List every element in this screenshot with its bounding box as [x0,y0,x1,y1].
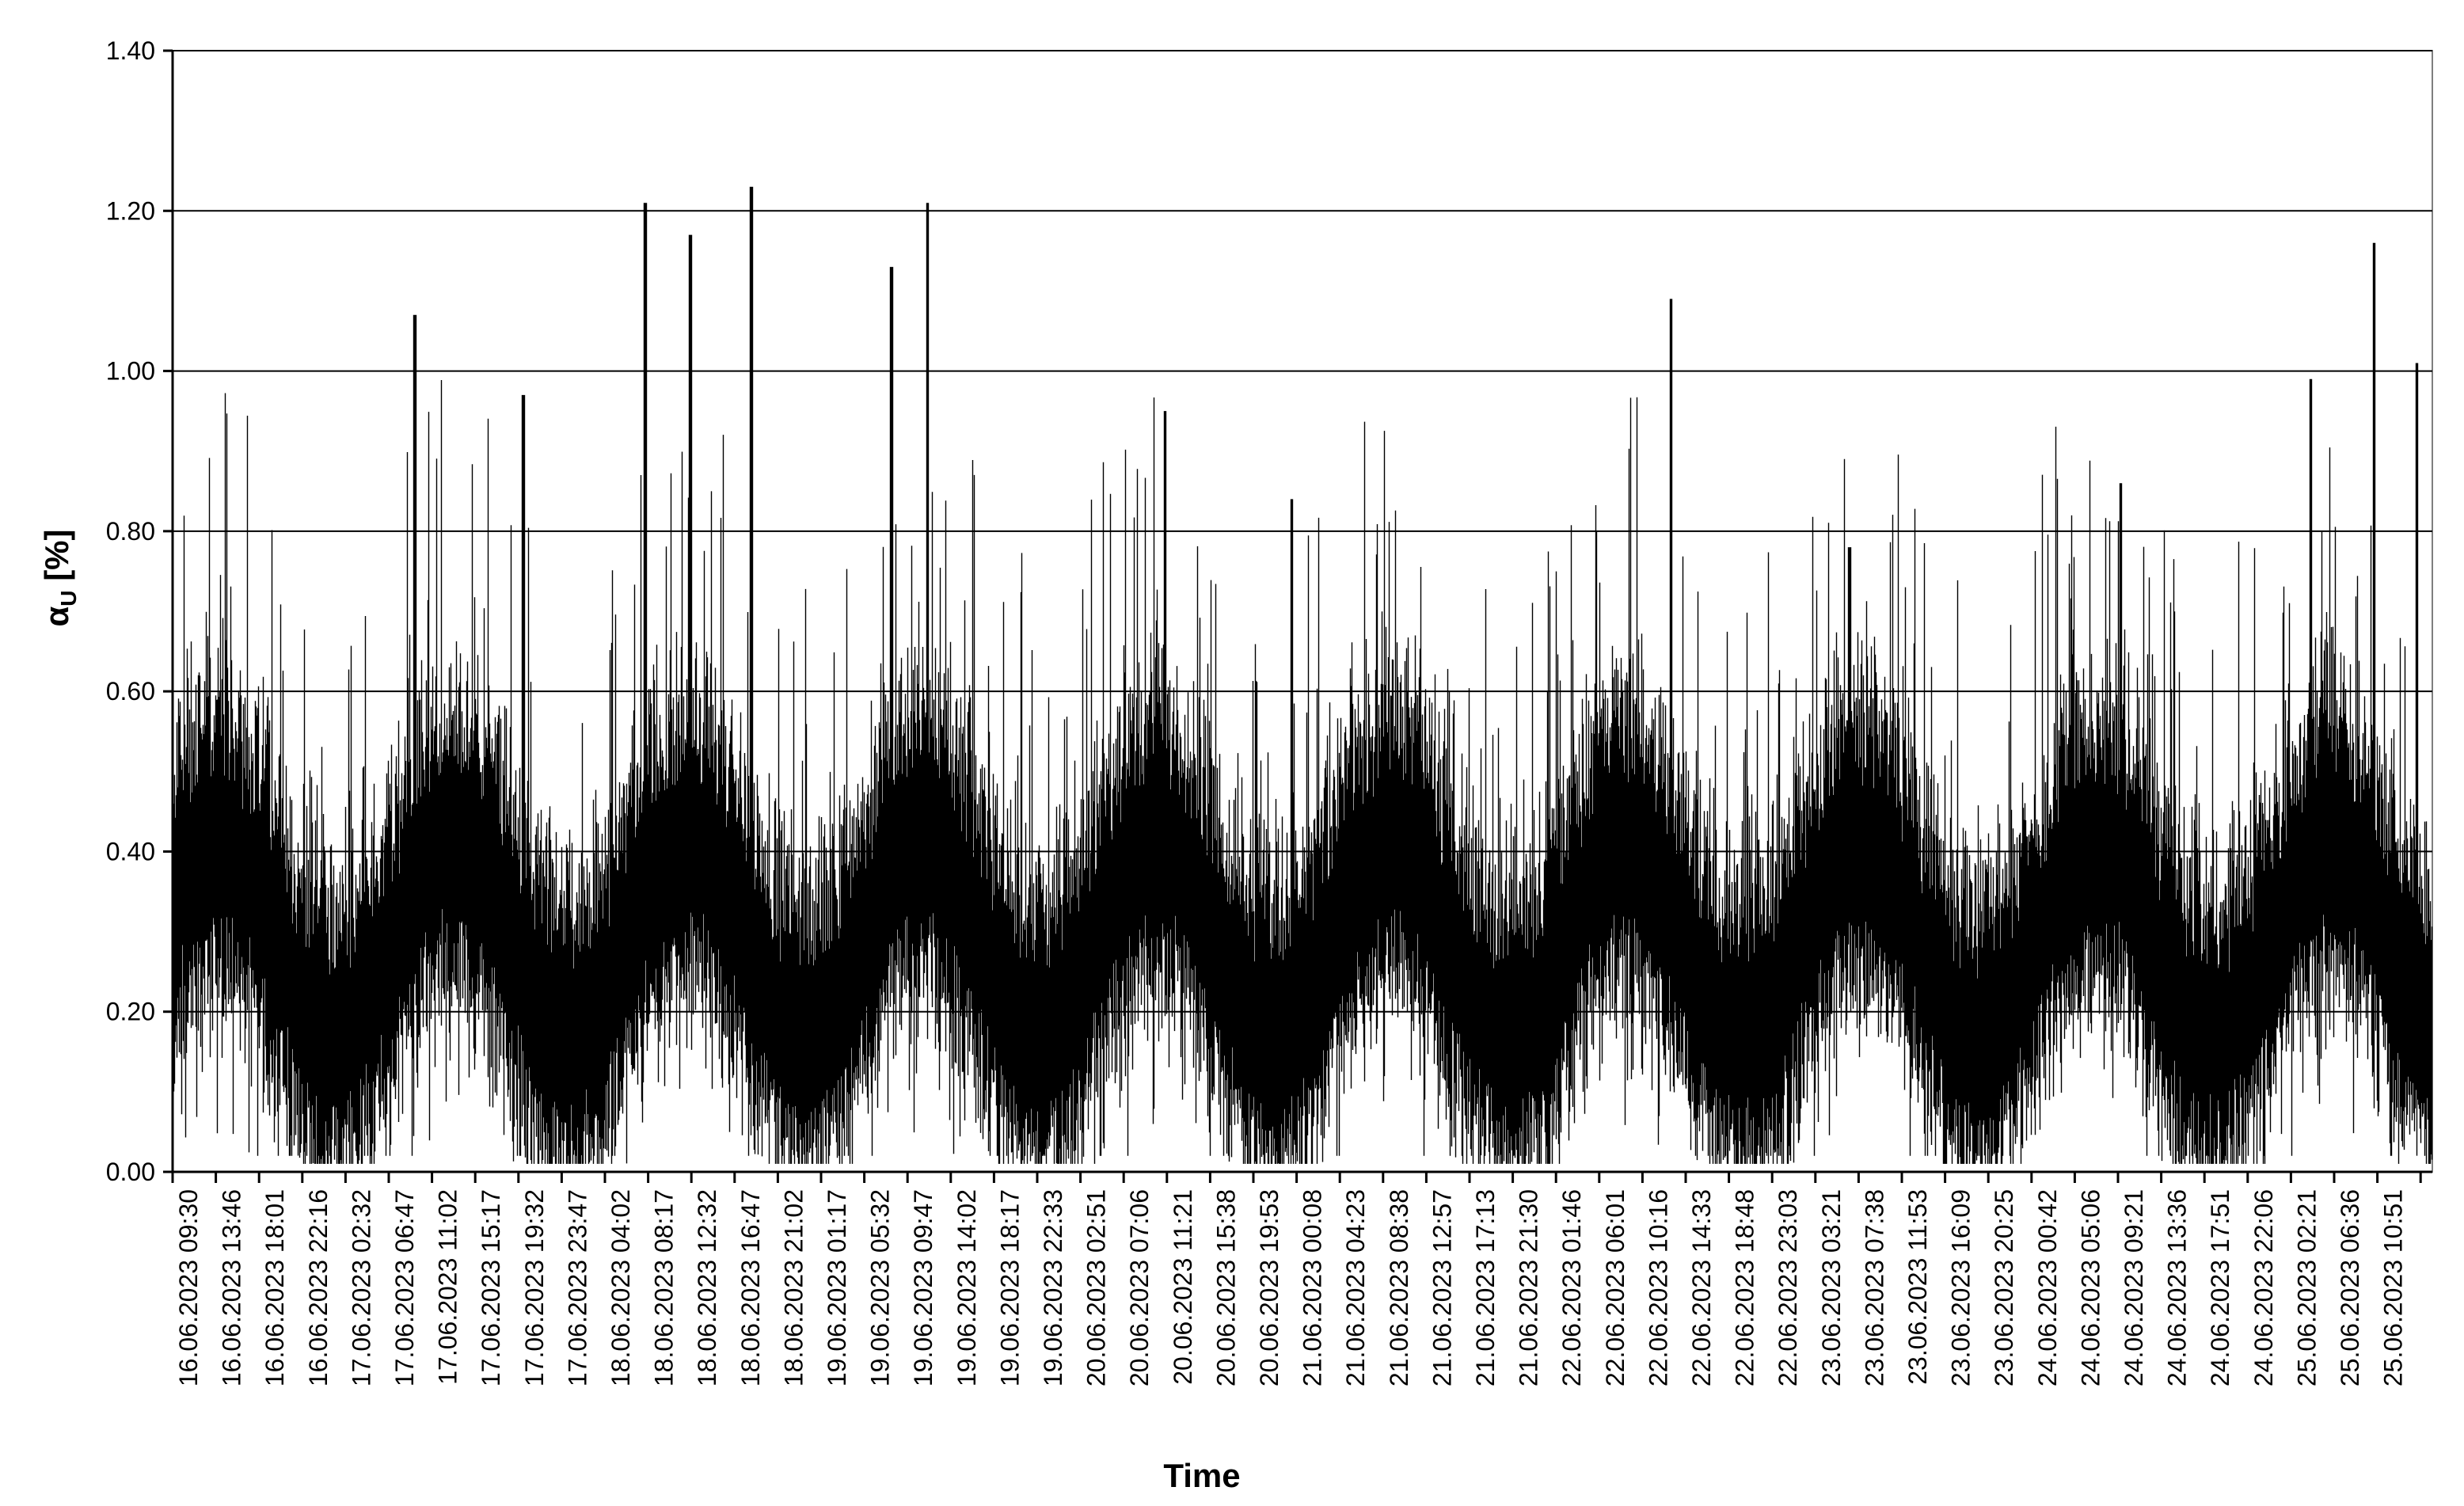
x-tick-label: 19.06.2023 18:17 [995,1189,1024,1386]
x-tick-label: 22.06.2023 18:48 [1731,1189,1759,1386]
x-tick-label: 16.06.2023 09:30 [174,1189,203,1386]
x-tick-label: 19.06.2023 05:32 [866,1189,895,1386]
x-tick-label: 17.06.2023 15:17 [477,1189,505,1386]
x-tick-label: 16.06.2023 22:16 [304,1189,333,1386]
x-tick-label: 23.06.2023 20:25 [1990,1189,2018,1386]
x-tick-label: 24.06.2023 22:06 [2249,1189,2278,1386]
x-tick-label: 24.06.2023 13:36 [2163,1189,2192,1386]
x-tick-label: 20.06.2023 15:38 [1211,1189,1240,1386]
x-tick-label: 20.06.2023 19:53 [1255,1189,1283,1386]
x-tick-label: 16.06.2023 13:46 [218,1189,246,1386]
x-tick-label: 21.06.2023 21:30 [1515,1189,1543,1386]
y-tick-label: 0.60 [106,677,155,705]
x-tick-label: 24.06.2023 09:21 [2120,1189,2148,1386]
y-axis-title: αU [%] [38,529,81,626]
x-tick-label: 18.06.2023 04:02 [606,1189,635,1386]
x-tick-label: 21.06.2023 12:57 [1428,1189,1456,1386]
x-tick-label: 18.06.2023 08:17 [650,1189,679,1386]
x-tick-label: 21.06.2023 17:13 [1471,1189,1500,1386]
x-tick-label: 22.06.2023 06:01 [1601,1189,1629,1386]
x-tick-label: 20.06.2023 11:21 [1169,1189,1197,1385]
x-tick-label: 22.06.2023 14:33 [1687,1189,1716,1386]
x-tick-label: 17.06.2023 06:47 [390,1189,419,1386]
x-tick-label: 17.06.2023 23:47 [563,1189,591,1386]
x-tick-label: 17.06.2023 11:02 [434,1189,462,1385]
x-tick-label: 17.06.2023 02:32 [347,1189,375,1386]
x-tick-label: 19.06.2023 01:17 [823,1189,851,1386]
y-tick-label: 1.40 [106,36,155,65]
y-axis-title-sub: U [56,590,81,606]
y-tick-label: 1.20 [106,196,155,225]
x-tick-label: 21.06.2023 00:08 [1299,1189,1327,1386]
x-tick-label: 23.06.2023 11:53 [1903,1189,1932,1385]
x-tick-label: 23.06.2023 07:38 [1860,1189,1888,1386]
x-tick-label: 19.06.2023 09:47 [909,1189,937,1386]
x-tick-label: 22.06.2023 23:03 [1774,1189,1802,1386]
y-tick-label: 0.20 [106,998,155,1026]
x-tick-label: 25.06.2023 10:51 [2379,1189,2408,1386]
x-tick-label: 19.06.2023 14:02 [953,1189,981,1386]
y-axis-title-main: α [38,607,75,627]
y-axis-title-unit: [%] [38,529,75,590]
x-tick-label: 22.06.2023 10:16 [1644,1189,1672,1386]
x-tick-label: 18.06.2023 21:02 [779,1189,808,1386]
x-tick-label: 25.06.2023 06:36 [2336,1189,2364,1386]
y-tick-label: 0.00 [106,1158,155,1186]
x-ticks: 16.06.2023 09:30 16.06.2023 13:46 16.06.20… [171,1172,2422,1386]
x-tick-label: 18.06.2023 16:47 [736,1189,765,1386]
x-tick-label: 21.06.2023 08:38 [1385,1189,1413,1386]
x-tick-label: 18.06.2023 12:32 [693,1189,721,1386]
y-tick-label: 0.80 [106,517,155,546]
x-tick-label: 20.06.2023 02:51 [1082,1189,1111,1386]
x-tick-label: 16.06.2023 18:01 [260,1189,289,1386]
x-tick-label: 22.06.2023 01:46 [1557,1189,1586,1386]
x-tick-label: 25.06.2023 02:21 [2292,1189,2321,1386]
x-tick-label: 21.06.2023 04:23 [1341,1189,1370,1386]
y-tick-label: 0.40 [106,837,155,865]
y-ticks: 0.00 0.20 0.40 0.60 0.80 1.00 1.20 1.40 [106,36,173,1186]
x-tick-label: 24.06.2023 00:42 [2033,1189,2062,1386]
x-tick-label: 20.06.2023 07:06 [1125,1189,1154,1386]
x-tick-label: 23.06.2023 16:09 [1947,1189,1975,1386]
x-tick-label: 17.06.2023 19:32 [520,1189,549,1386]
x-tick-label: 24.06.2023 17:51 [2206,1189,2234,1386]
x-tick-label: 23.06.2023 03:21 [1817,1189,1846,1386]
y-tick-label: 1.00 [106,357,155,386]
x-tick-label: 19.06.2023 22:33 [1039,1189,1067,1386]
x-tick-label: 24.06.2023 05:06 [2076,1189,2105,1386]
x-axis-title: Time [1163,1457,1240,1494]
